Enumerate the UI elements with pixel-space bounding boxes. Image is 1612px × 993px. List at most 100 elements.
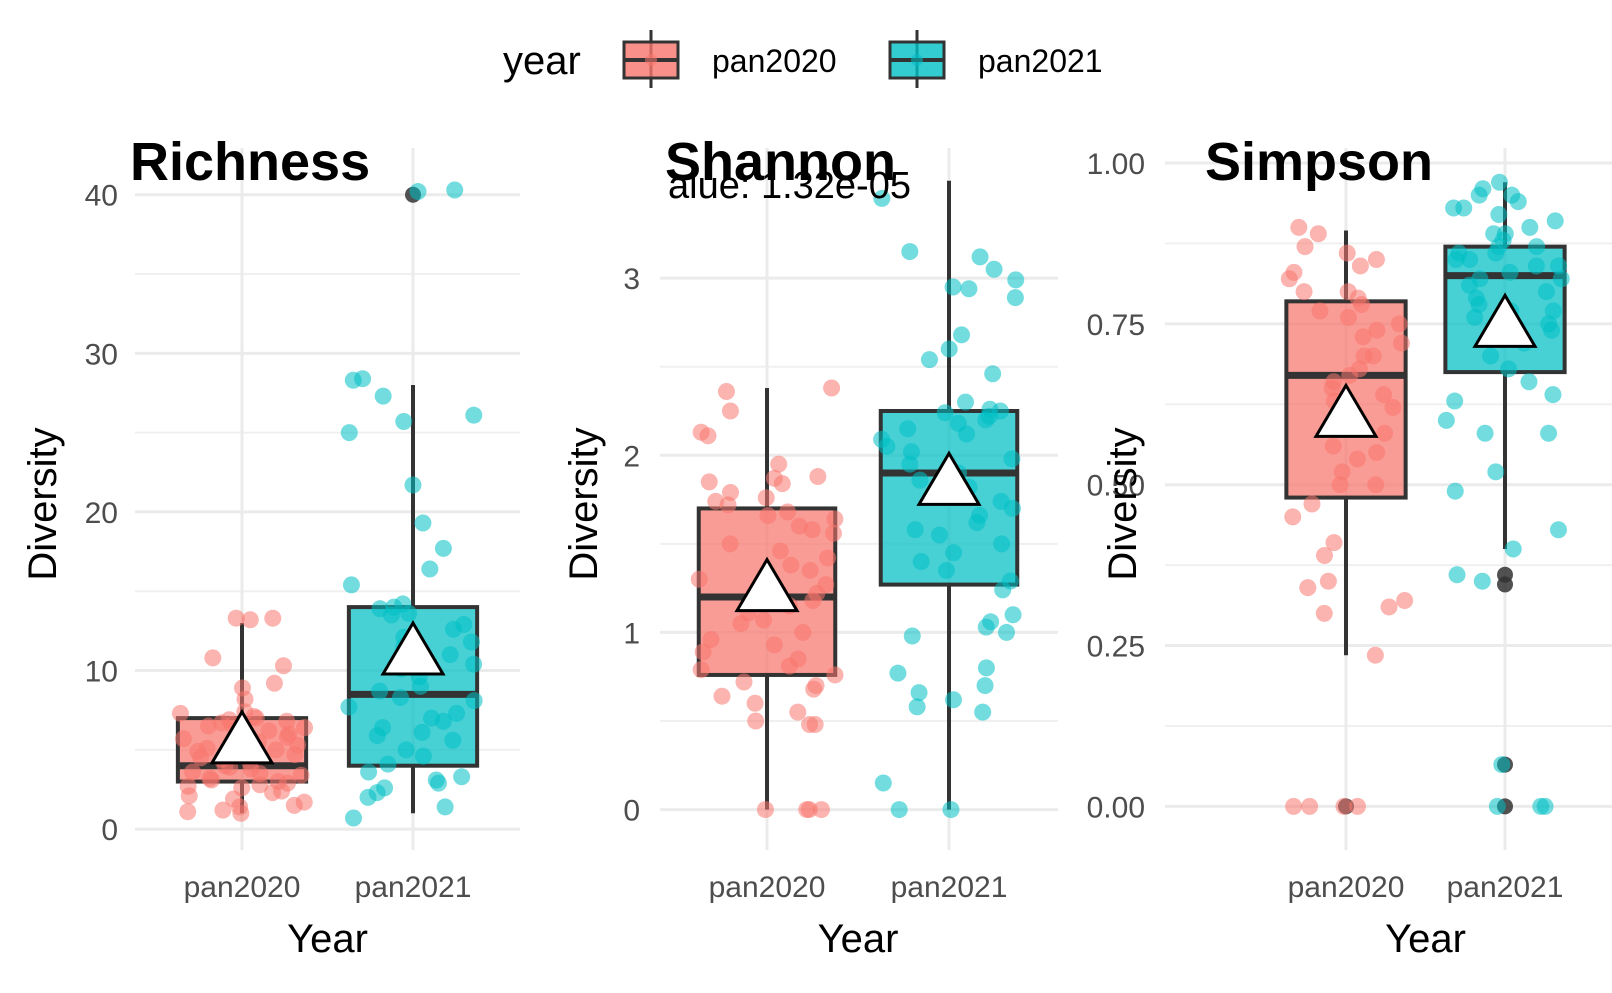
mean-marker — [1472, 292, 1538, 348]
data-point — [721, 402, 739, 420]
data-point — [1460, 276, 1478, 294]
data-point — [434, 712, 452, 730]
data-point — [945, 544, 963, 562]
data-point — [902, 443, 920, 461]
data-point — [1500, 360, 1518, 378]
data-point — [1461, 251, 1479, 269]
data-point — [719, 496, 737, 514]
x-tick-label: pan2020 — [709, 871, 826, 904]
x-axis-title: Year — [818, 917, 899, 961]
data-point — [912, 553, 930, 571]
data-point — [1543, 321, 1561, 339]
data-point — [809, 468, 827, 486]
data-point — [265, 674, 283, 692]
data-point — [812, 801, 830, 819]
data-point — [692, 661, 710, 679]
data-point — [1546, 212, 1564, 230]
data-point — [241, 611, 259, 629]
data-point — [771, 542, 789, 560]
data-point — [1354, 328, 1372, 346]
data-point — [977, 659, 995, 677]
data-point — [936, 404, 954, 422]
data-point — [702, 631, 720, 649]
data-point — [214, 801, 232, 819]
data-point — [1445, 199, 1463, 217]
data-point — [985, 260, 1003, 278]
y-tick-label: 2 — [623, 440, 640, 473]
data-point — [227, 609, 245, 627]
legend-key-pan2020 — [622, 30, 680, 88]
data-point — [1384, 398, 1402, 416]
data-point — [444, 731, 462, 749]
panel-simpson: 0.00 0.25 0.50 0.75 1.00 Simpson pan2020 pan202… — [1087, 132, 1612, 961]
data-point — [1544, 386, 1562, 404]
data-point — [260, 722, 278, 740]
data-point — [382, 606, 400, 624]
data-point — [1466, 308, 1484, 326]
data-point — [721, 535, 739, 553]
data-point — [1528, 238, 1546, 256]
legend-label-pan2021: pan2021 — [978, 43, 1103, 79]
data-point — [1380, 598, 1398, 616]
data-point — [757, 489, 775, 507]
data-point — [342, 576, 360, 594]
data-point — [824, 524, 842, 542]
data-point — [1319, 572, 1337, 590]
data-point — [436, 798, 454, 816]
data-point — [1004, 606, 1022, 624]
data-point — [956, 393, 974, 411]
y-tick-label: 0.50 — [1087, 470, 1145, 503]
data-point — [412, 677, 430, 695]
data-point — [944, 278, 962, 296]
data-point — [1333, 463, 1351, 481]
data-point — [960, 280, 978, 298]
data-point — [747, 712, 765, 730]
data-point — [1006, 289, 1024, 307]
data-point — [1488, 797, 1506, 815]
data-point — [397, 741, 415, 759]
data-point — [804, 592, 822, 610]
y-tick-label: 30 — [85, 338, 118, 371]
data-point — [392, 688, 410, 706]
data-point — [434, 539, 452, 557]
panel-title: Shannon — [665, 132, 896, 192]
data-point — [251, 776, 269, 794]
data-point — [1290, 218, 1308, 236]
data-point — [1325, 534, 1343, 552]
data-point — [1376, 424, 1394, 442]
data-point — [977, 411, 995, 429]
data-point — [1550, 257, 1568, 275]
data-point — [899, 420, 917, 438]
data-point — [746, 694, 764, 712]
y-tick-label: 1.00 — [1087, 148, 1145, 181]
data-point — [465, 692, 483, 710]
data-point — [984, 365, 1002, 383]
data-point — [1437, 411, 1455, 429]
data-point — [1537, 283, 1555, 301]
data-point — [1367, 251, 1385, 269]
data-point — [360, 763, 378, 781]
data-point — [773, 475, 791, 493]
data-point — [770, 455, 788, 473]
data-point — [1470, 186, 1488, 204]
data-point — [823, 379, 841, 397]
data-point — [429, 774, 447, 792]
data-point — [937, 561, 955, 579]
data-point — [699, 427, 717, 445]
data-point — [819, 549, 837, 567]
data-point — [976, 677, 994, 695]
data-point — [1520, 373, 1538, 391]
data-point — [264, 784, 282, 802]
data-point — [906, 521, 924, 539]
data-point — [997, 623, 1015, 641]
data-point — [368, 727, 386, 745]
data-point — [204, 649, 222, 667]
x-tick-label: pan2021 — [1447, 871, 1564, 904]
data-point — [977, 618, 995, 636]
data-point — [421, 560, 439, 578]
data-point — [826, 510, 844, 528]
data-point — [920, 351, 938, 369]
data-point — [409, 183, 427, 201]
data-point — [789, 703, 807, 721]
data-point — [1446, 392, 1464, 410]
